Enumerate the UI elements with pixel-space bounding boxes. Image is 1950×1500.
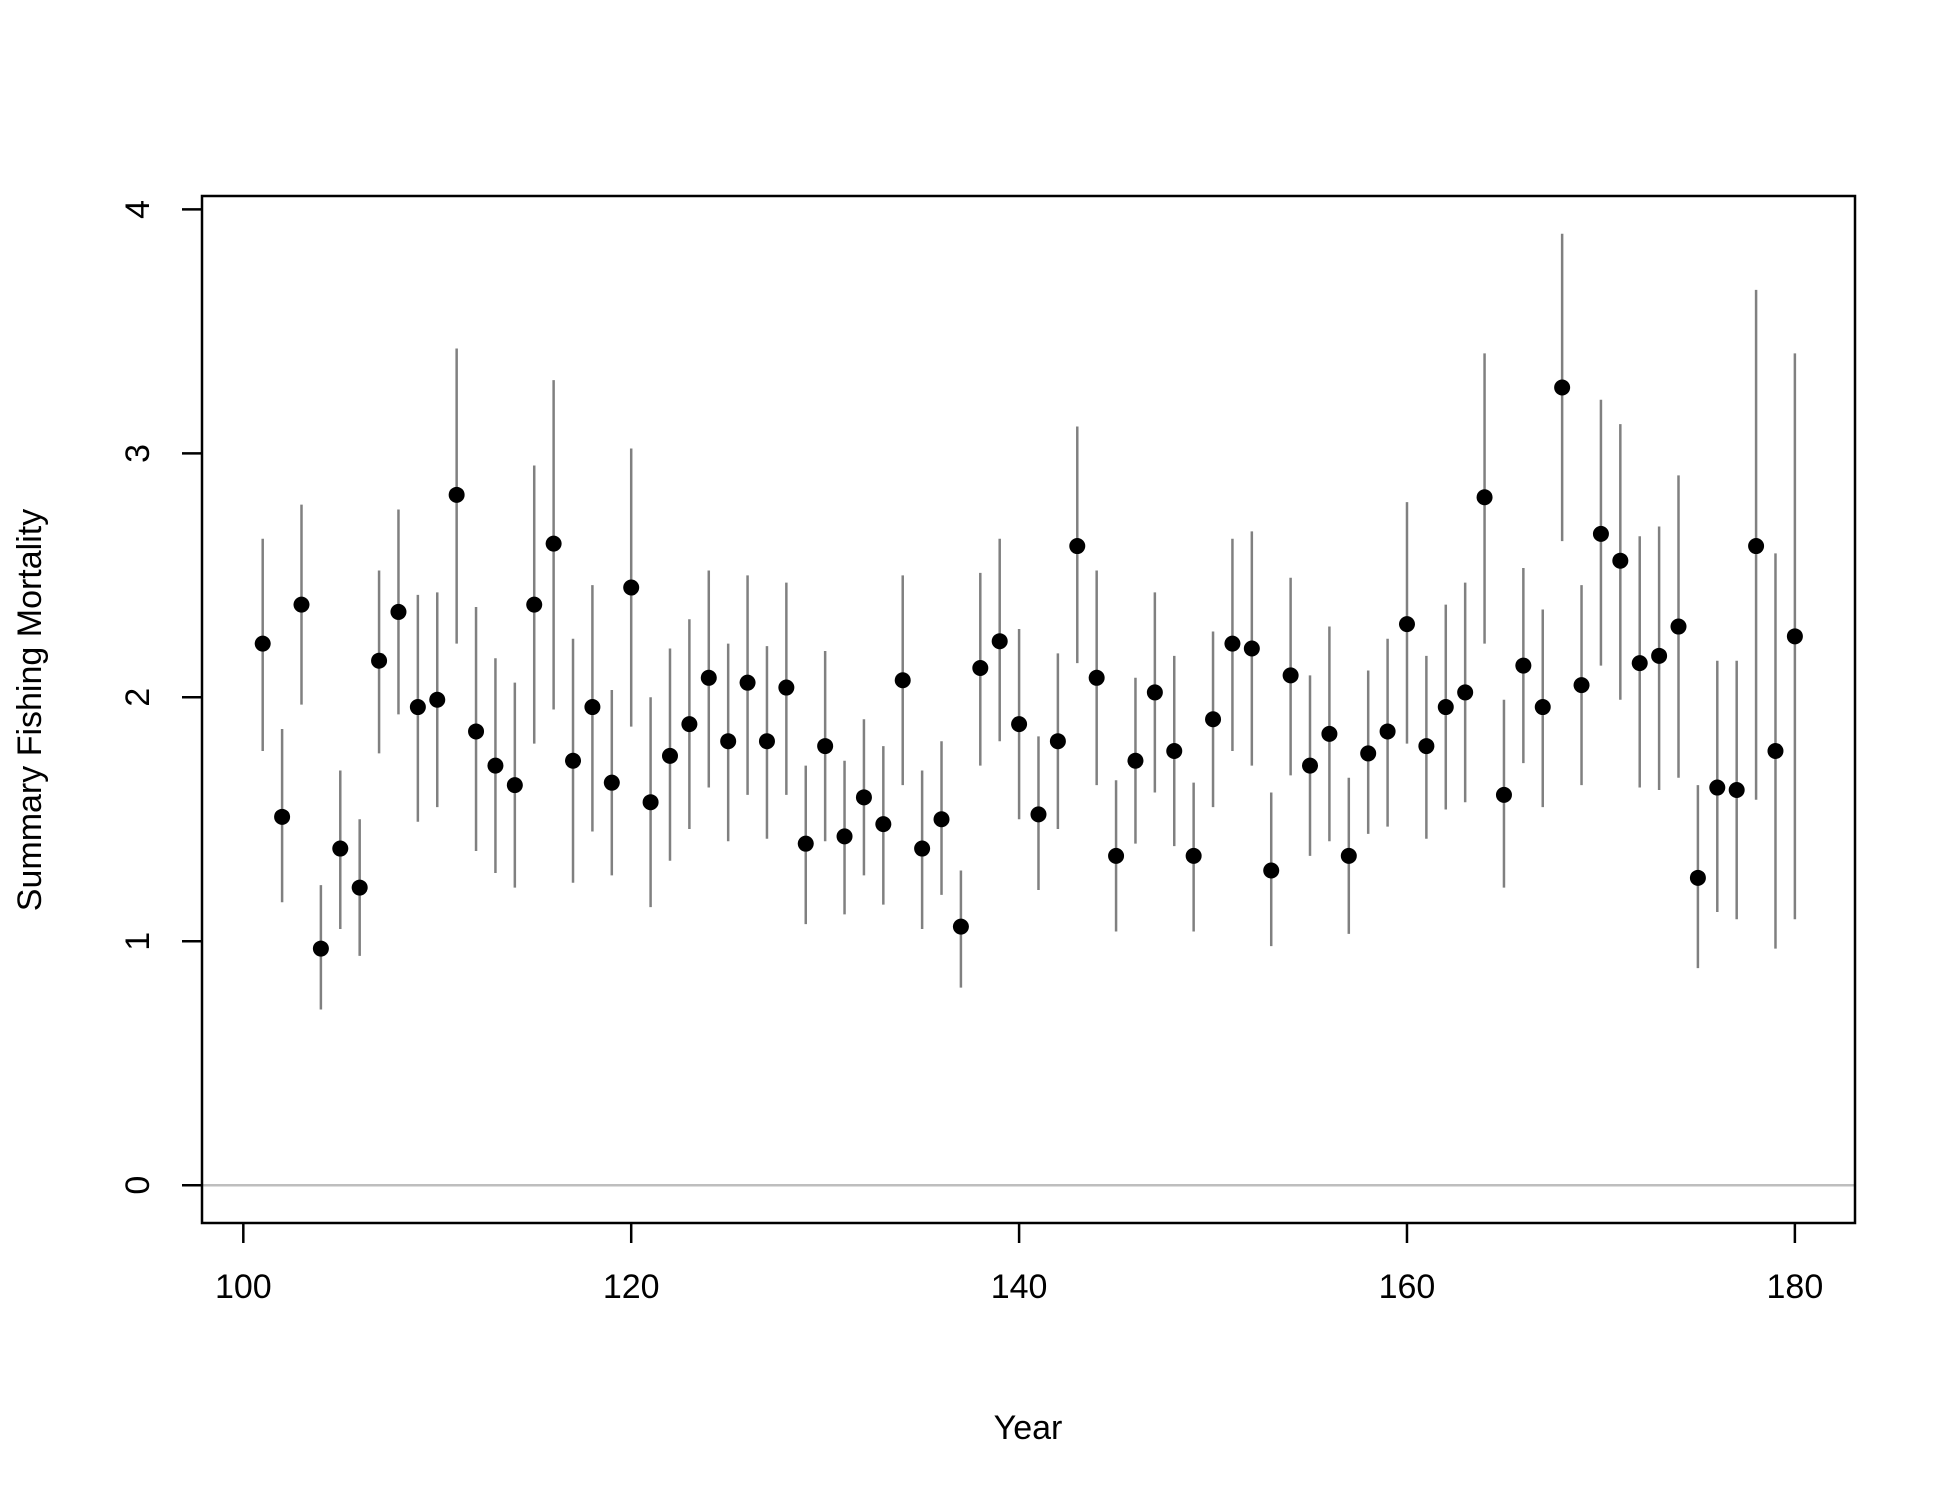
point [1340,847,1357,864]
point [1418,738,1435,755]
point [661,747,678,764]
point [894,672,911,689]
point [1127,752,1144,769]
point [603,774,620,791]
point [1282,667,1299,684]
point [506,777,523,794]
point [817,738,834,755]
point [1185,847,1202,864]
point [1243,640,1260,657]
point [1263,862,1280,879]
point [1030,806,1047,823]
x-tick-label: 180 [1767,1268,1824,1306]
y-tick-label: 0 [119,1176,157,1195]
x-tick-label: 160 [1379,1268,1436,1306]
point [700,669,717,686]
point [371,652,388,669]
point [991,633,1008,650]
point [293,596,310,613]
point [1748,538,1765,555]
point [1049,733,1066,750]
point [312,940,329,957]
point [720,733,737,750]
point [1554,379,1571,396]
point [1224,635,1241,652]
point [565,752,582,769]
point [1495,786,1512,803]
point [526,596,543,613]
point [468,723,485,740]
point [332,840,349,857]
point [914,840,931,857]
point [1205,711,1222,728]
point [409,699,426,716]
point [1457,684,1474,701]
y-tick-label: 2 [119,688,157,707]
point [1728,782,1745,799]
y-tick-label: 4 [119,200,157,219]
point [487,757,504,774]
y-tick-label: 3 [119,444,157,463]
point [1709,779,1726,796]
point [584,699,601,716]
point [1670,618,1687,635]
point [1612,552,1629,569]
point [1534,699,1551,716]
point [642,794,659,811]
point [952,918,969,935]
y-tick-label: 1 [119,932,157,951]
point [1437,699,1454,716]
point [1767,742,1784,759]
point [390,603,407,620]
point [351,879,368,896]
point [1573,677,1590,694]
point [1515,657,1532,674]
x-tick-label: 140 [991,1268,1048,1306]
point [972,660,989,677]
point [739,674,756,691]
point [1379,723,1396,740]
point [1631,655,1648,672]
point [1011,716,1028,733]
point [875,816,892,833]
point [274,808,291,825]
x-axis-label: Year [994,1409,1063,1447]
point [1398,616,1415,633]
point [623,579,640,596]
point [933,811,950,828]
point [1651,647,1668,664]
point [836,828,853,845]
point [1592,525,1609,542]
point [429,691,446,708]
point [1108,847,1125,864]
point [1069,538,1086,555]
x-tick-label: 100 [215,1268,272,1306]
plot-frame [200,194,1857,1225]
point [254,635,271,652]
point [1302,757,1319,774]
point [778,679,795,696]
point [758,733,775,750]
point [1689,869,1706,886]
point [448,486,465,503]
point [1360,745,1377,762]
point [1321,725,1338,742]
point [797,835,814,852]
point [1088,669,1105,686]
point [1166,742,1183,759]
y-axis-label: Summary Fishing Mortality [11,509,49,911]
point [545,535,562,552]
point [1786,628,1803,645]
x-tick-label: 120 [603,1268,660,1306]
point [855,789,872,806]
point [1476,489,1493,506]
point [1146,684,1163,701]
point [681,716,698,733]
